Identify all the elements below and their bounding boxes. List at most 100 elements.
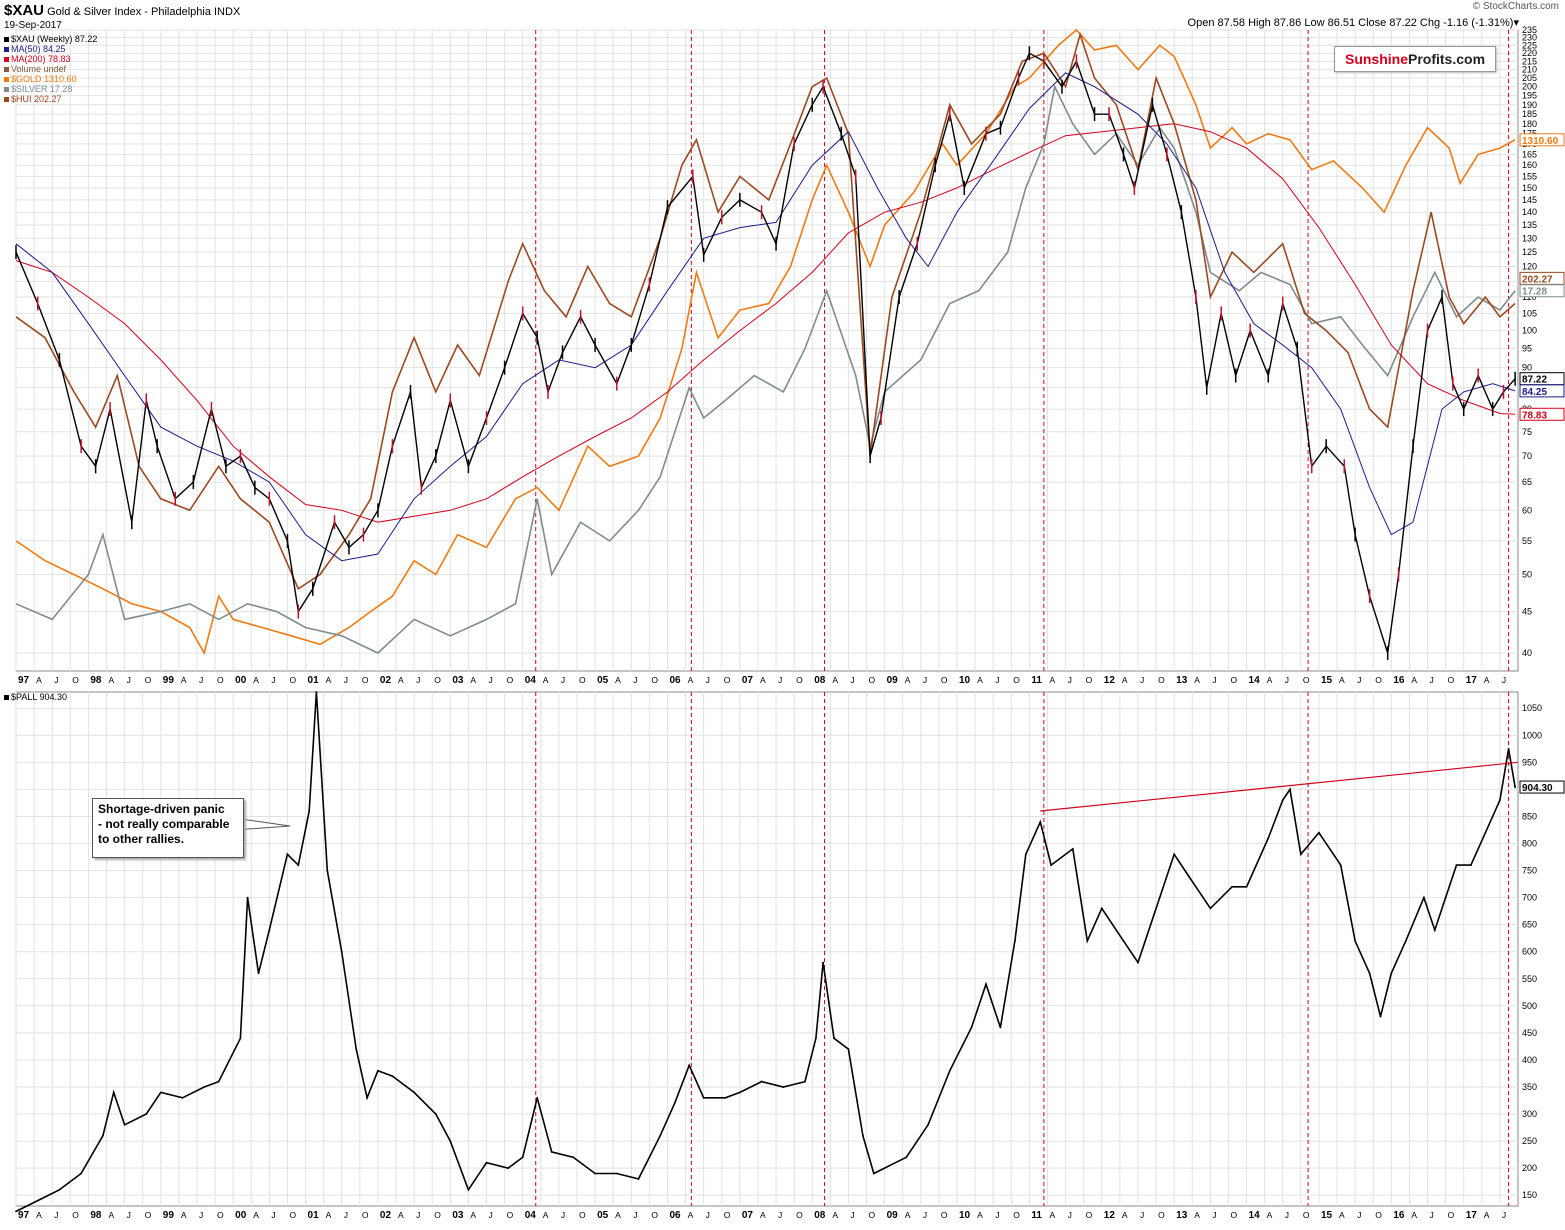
x-tick-label-bottom: J — [995, 1210, 999, 1220]
series-pall-point — [536, 1096, 539, 1099]
series-pall-point — [673, 1102, 676, 1105]
x-tick-label-bottom: A — [1339, 1210, 1345, 1220]
x-tick-label-top: A — [108, 675, 114, 685]
x-tick-label-top: O — [1013, 675, 1020, 685]
x-tick-label-top: O — [434, 675, 441, 685]
y-tick-label-top: 120 — [1522, 261, 1537, 271]
x-tick-label-bottom: 07 — [742, 1210, 754, 1221]
x-tick-label-top: A — [543, 675, 549, 685]
x-tick-label-top: A — [1267, 675, 1273, 685]
x-tick-label-top: O — [651, 675, 658, 685]
x-tick-label-top: 05 — [597, 675, 609, 686]
series-pall-point — [999, 1026, 1002, 1029]
x-tick-label-top: 16 — [1393, 675, 1405, 686]
series-pall-point — [847, 1048, 850, 1050]
x-tick-label-bottom: O — [1013, 1210, 1020, 1220]
x-tick-label-top: O — [1303, 675, 1310, 685]
x-tick-label-bottom: J — [633, 1210, 637, 1220]
top-panel-frame — [15, 29, 1519, 672]
y-tick-label-bottom: 150 — [1522, 1190, 1537, 1200]
series-pall-point — [1507, 747, 1510, 750]
legend-label: $GOLD 1310.60 — [11, 74, 77, 84]
x-tick-label-bottom: 03 — [452, 1210, 464, 1221]
y-tick-label-top: 60 — [1522, 505, 1532, 515]
x-tick-label-top: J — [1430, 675, 1434, 685]
series-pall-point — [507, 1167, 510, 1170]
legend-swatch — [4, 87, 9, 93]
y-tick-label-top: 130 — [1522, 233, 1537, 243]
annotation-line: to other rallies. — [98, 832, 185, 846]
series-pall-point — [1514, 786, 1517, 788]
x-tick-label-top: J — [271, 675, 275, 685]
x-tick-label-bottom: 11 — [1031, 1210, 1042, 1221]
x-tick-label-top: O — [217, 675, 224, 685]
x-tick-label-bottom: J — [1357, 1210, 1361, 1220]
x-tick-label-bottom: J — [850, 1210, 854, 1220]
x-tick-label-top: A — [1122, 675, 1128, 685]
quote-summary: Open 87.58 High 87.86 Low 86.51 Close 87… — [1187, 17, 1519, 29]
y-tick-label-bottom: 250 — [1522, 1136, 1537, 1146]
y-tick-label-top: 185 — [1522, 109, 1537, 119]
series-pall-point — [1014, 939, 1016, 942]
series-pall-point — [355, 1048, 358, 1050]
y-tick-label-top: 200 — [1522, 82, 1537, 92]
x-tick-label-bottom: O — [796, 1210, 803, 1220]
series-pall-point — [1122, 939, 1125, 942]
x-tick-label-top: 14 — [1249, 675, 1261, 686]
series-pall-point — [1024, 853, 1027, 856]
series-pall-point — [449, 1140, 452, 1142]
x-tick-label-top: J — [923, 675, 927, 685]
series-ma-50-line — [15, 72, 1516, 562]
x-tick-label-bottom: A — [1194, 1210, 1200, 1220]
legend-label: $XAU (Weekly) 87.22 — [11, 34, 98, 44]
series-pall-point — [340, 950, 343, 953]
x-tick-label-bottom: O — [869, 1210, 876, 1220]
x-tick-label-bottom: A — [108, 1210, 114, 1220]
chart-title: $XAU Gold & Silver Index - Philadelphia … — [4, 2, 240, 19]
x-tick-label-top: A — [760, 675, 766, 685]
x-tick-label-bottom: O — [724, 1210, 731, 1220]
x-tick-label-bottom: J — [199, 1210, 203, 1220]
x-tick-label-top: 99 — [163, 675, 175, 686]
legend-top-item: $HUI 202.27 — [4, 94, 97, 104]
series-pall-point — [594, 1172, 596, 1175]
y-tick-label-bottom: 1050 — [1522, 703, 1542, 713]
x-tick-label-top: O — [1230, 675, 1237, 685]
x-tick-label-bottom: 15 — [1321, 1210, 1333, 1221]
x-tick-label-bottom: A — [398, 1210, 404, 1220]
series-pall-point — [15, 1210, 17, 1213]
series-pall-point — [366, 1096, 368, 1099]
y-tick-label-top: 90 — [1522, 363, 1532, 373]
series-pall-point — [1368, 972, 1371, 975]
series-pall-point — [572, 1156, 575, 1159]
stockcharts-credit[interactable]: © StockCharts.com — [1472, 1, 1559, 12]
x-tick-label-bottom: J — [344, 1210, 348, 1220]
x-tick-label-top: O — [941, 675, 948, 685]
x-tick-label-top: A — [326, 675, 332, 685]
series-pall-point — [268, 929, 271, 931]
x-tick-label-top: J — [995, 675, 999, 685]
series-pall-point — [1390, 972, 1393, 975]
legend-top-item: Volume undef — [4, 64, 97, 74]
x-tick-label-top: 09 — [887, 675, 899, 686]
y-tick-label-top: 220 — [1522, 48, 1537, 58]
x-tick-label-top: A — [832, 675, 838, 685]
x-tick-label-bottom: 16 — [1393, 1210, 1405, 1221]
x-tick-label-bottom: A — [543, 1210, 549, 1220]
x-tick-label-top: 03 — [452, 675, 464, 686]
series-pall-point — [822, 961, 824, 964]
x-tick-label-bottom: A — [326, 1210, 332, 1220]
x-tick-label-top: J — [778, 675, 782, 685]
brand-logo: SunshineProfits.com — [1334, 46, 1496, 72]
x-tick-label-bottom: O — [145, 1210, 152, 1220]
y-tick-label-bottom: 550 — [1522, 974, 1537, 984]
x-tick-label-bottom: 00 — [235, 1210, 247, 1221]
x-tick-label-bottom: 01 — [308, 1210, 320, 1221]
x-tick-label-top: 04 — [525, 675, 537, 686]
price-label: 78.83 — [1522, 410, 1547, 421]
series-pall-point — [1187, 875, 1190, 877]
x-tick-label-bottom: 17 — [1466, 1210, 1478, 1221]
y-tick-label-bottom: 750 — [1522, 866, 1537, 876]
x-tick-label-top: O — [796, 675, 803, 685]
